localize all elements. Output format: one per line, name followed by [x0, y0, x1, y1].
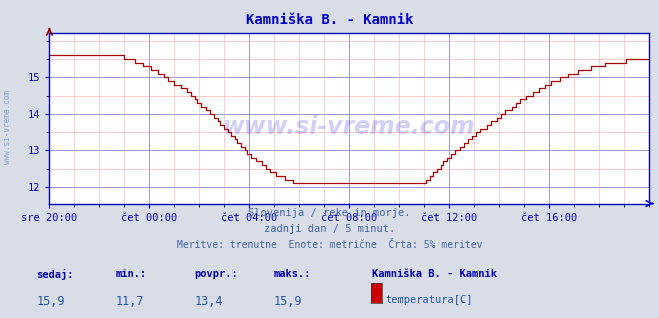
Text: www.si-vreme.com: www.si-vreme.com [3, 90, 13, 164]
Text: min.:: min.: [115, 269, 146, 279]
Text: www.si-vreme.com: www.si-vreme.com [223, 115, 476, 139]
Text: 15,9: 15,9 [273, 295, 302, 308]
Text: zadnji dan / 5 minut.: zadnji dan / 5 minut. [264, 224, 395, 234]
Text: Meritve: trenutne  Enote: metrične  Črta: 5% meritev: Meritve: trenutne Enote: metrične Črta: … [177, 240, 482, 250]
Text: Kamniška B. - Kamnik: Kamniška B. - Kamnik [246, 13, 413, 27]
Text: Slovenija / reke in morje.: Slovenija / reke in morje. [248, 208, 411, 218]
Text: 13,4: 13,4 [194, 295, 223, 308]
Text: Kamniška B. - Kamnik: Kamniška B. - Kamnik [372, 269, 498, 279]
Text: 11,7: 11,7 [115, 295, 144, 308]
Text: povpr.:: povpr.: [194, 269, 238, 279]
Text: 15,9: 15,9 [36, 295, 65, 308]
Text: sedaj:: sedaj: [36, 269, 74, 280]
Text: temperatura[C]: temperatura[C] [386, 295, 473, 305]
Text: maks.:: maks.: [273, 269, 311, 279]
